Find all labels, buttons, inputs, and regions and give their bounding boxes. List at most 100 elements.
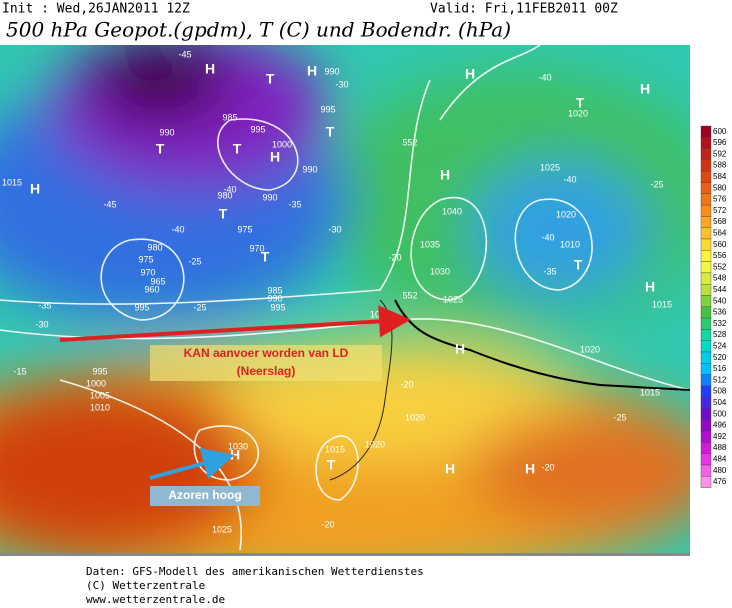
contour-label: -30 <box>335 79 348 89</box>
contour-label: 1000 <box>272 139 292 149</box>
contour-label: 1030 <box>430 266 450 276</box>
contour-label: -40 <box>538 72 551 82</box>
pressure-system: T <box>574 257 583 273</box>
colorbar-cell <box>700 182 712 195</box>
colorbar-label: 592 <box>713 149 727 158</box>
colorbar-cell <box>700 137 712 149</box>
contour-label: 995 <box>92 366 107 376</box>
contour-label: -25 <box>650 179 663 189</box>
colorbar-label: 488 <box>713 443 727 452</box>
colorbar-label: 536 <box>713 308 727 317</box>
colorbar-label: 596 <box>713 138 727 147</box>
contour-label: 985 <box>222 112 237 122</box>
map-field <box>0 45 690 553</box>
colorbar-cell <box>700 374 712 387</box>
red-arrow <box>59 305 411 342</box>
colorbar-label: 508 <box>713 387 727 396</box>
contour-label: 552 <box>402 137 417 147</box>
annotation-bg <box>150 345 382 381</box>
colorbar-cell <box>700 272 712 285</box>
colorbar-label: 528 <box>713 330 727 339</box>
arrow-subtext: (Neerslag) <box>237 364 296 378</box>
pressure-system: H <box>307 63 317 79</box>
contour-label: 1040 <box>442 206 462 216</box>
contour-label: -20 <box>321 519 334 529</box>
contour-label: 1000 <box>86 378 106 388</box>
colorbar-cell <box>700 363 712 375</box>
contour-label: 990 <box>159 127 174 137</box>
colorbar-cell <box>700 295 712 308</box>
blue-arrow <box>149 447 235 480</box>
pressure-system: H <box>230 447 240 463</box>
contour-label: 980 <box>147 242 162 252</box>
contour-label: 1020 <box>580 344 600 354</box>
colorbar-label: 532 <box>713 319 727 328</box>
colorbar-label: 572 <box>713 206 727 215</box>
colorbar-label: 504 <box>713 398 727 407</box>
pressure-system: H <box>205 61 215 77</box>
contour-label: 960 <box>144 284 159 294</box>
contour-label: 970 <box>249 243 264 253</box>
contour-label: 995 <box>134 302 149 312</box>
contour-label: 995 <box>320 104 335 114</box>
pressure-system: H <box>30 181 40 197</box>
contour-label: -35 <box>38 300 51 310</box>
contour-label: 1020 <box>405 412 425 422</box>
contour-label: -30 <box>35 319 48 329</box>
contour-label: 1020 <box>365 439 385 449</box>
contour-label: 990 <box>267 293 282 303</box>
colorbar-cell <box>700 170 712 183</box>
colorbar-cell <box>700 317 712 330</box>
colorbar-cell <box>700 204 712 217</box>
pressure-system: T <box>326 124 335 140</box>
colorbar-label: 496 <box>713 421 727 430</box>
colorbar-cell <box>700 385 712 398</box>
colorbar-cell <box>700 125 712 138</box>
pressure-system: H <box>465 66 475 82</box>
colorbar-label: 500 <box>713 409 727 418</box>
colorbar-cell <box>700 216 712 228</box>
colorbar-cell <box>700 430 712 443</box>
contour-label: 1030 <box>228 441 248 451</box>
colorbar-cell <box>700 476 712 488</box>
contour-label: -45 <box>103 199 116 209</box>
colorbar-label: 548 <box>713 274 727 283</box>
colorbar-label: 524 <box>713 341 727 350</box>
colorbar-label: 484 <box>713 454 727 463</box>
valid-text: Valid: Fri,11FEB2011 00Z <box>430 2 618 17</box>
colorbar-cell <box>700 284 712 296</box>
colorbar-label: 480 <box>713 466 727 475</box>
contour-label: -25 <box>613 412 626 422</box>
contour-label: -15 <box>13 366 26 376</box>
colorbar-cell <box>700 238 712 251</box>
pressure-system: T <box>233 141 242 157</box>
contour-label: 1035 <box>420 239 440 249</box>
arrow-text: KAN aanvoer worden van LD <box>184 346 349 360</box>
colorbar-cell <box>700 408 712 421</box>
colorbar-cell <box>700 306 712 319</box>
colorbar-cell <box>700 227 712 240</box>
contour-label: 1010 <box>560 239 580 249</box>
pressure-system: T <box>576 95 585 111</box>
contour-label: -20 <box>400 379 413 389</box>
pressure-system: H <box>640 81 650 97</box>
contour-label: 1025 <box>443 294 463 304</box>
footer-line: Daten: GFS-Modell des amerikanischen Wet… <box>86 565 424 578</box>
pressure-system: T <box>219 206 228 222</box>
contour-label: 1015 <box>652 299 672 309</box>
high-label: Azoren hoog <box>168 488 241 502</box>
contour-label: -25 <box>193 302 206 312</box>
pressure-system: H <box>445 461 455 477</box>
colorbar-label: 580 <box>713 183 727 192</box>
colorbar-label: 564 <box>713 228 727 237</box>
footer-line: www.wetterzentrale.de <box>86 593 225 606</box>
pressure-system: H <box>440 167 450 183</box>
contour-label: 995 <box>270 302 285 312</box>
colorbar-cell <box>700 329 712 341</box>
contour-label: -45 <box>178 49 191 59</box>
contour-label: -30 <box>328 224 341 234</box>
contour-label: -25 <box>188 256 201 266</box>
contour-label: -35 <box>288 199 301 209</box>
contour-label: 1015 <box>2 177 22 187</box>
